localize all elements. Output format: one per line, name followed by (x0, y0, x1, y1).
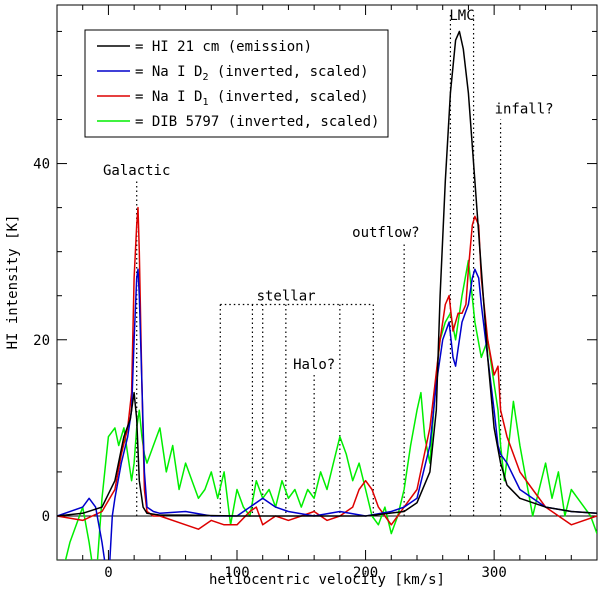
y-tick-label: 40 (33, 157, 50, 173)
plot-frame (56, 4, 598, 561)
annotation-label: outflow? (352, 225, 419, 241)
x-tick-label: 200 (353, 565, 378, 581)
x-axis-label: heliocentric velocity [km/s] (209, 572, 445, 588)
annotations: Galactic LMC outflow? infall? Halo? stellar (103, 8, 554, 516)
stellar-label: stellar (257, 289, 316, 305)
series-line-0 (57, 30, 597, 517)
legend-label: = Na I D2 (inverted, scaled) (135, 64, 369, 83)
y-tick-label: 20 (33, 333, 50, 349)
y-axis-label: HI intensity [K] (5, 215, 21, 350)
axes: 0 100 200 300 0 20 40 (33, 5, 598, 581)
series-line-3 (57, 259, 597, 560)
x-tick-label: 300 (481, 565, 506, 581)
annotation-label: Halo? (293, 357, 335, 373)
annotation-label: LMC (449, 8, 474, 24)
legend-label: = Na I D1 (inverted, scaled) (135, 89, 369, 108)
annotation-label: Galactic (103, 163, 170, 179)
legend-box (84, 29, 389, 138)
legend: = HI 21 cm (emission) = Na I D2 (inverted… (84, 29, 389, 138)
x-tick-label: 0 (104, 565, 112, 581)
series-lines (57, 30, 597, 560)
annotation-label: infall? (495, 102, 554, 118)
legend-label: = DIB 5797 (inverted, scaled) (135, 114, 379, 130)
series-line-1 (57, 268, 597, 560)
legend-label: = HI 21 cm (emission) (135, 39, 312, 55)
y-tick-label: 0 (42, 509, 50, 525)
x-tick-label: 100 (224, 565, 249, 581)
